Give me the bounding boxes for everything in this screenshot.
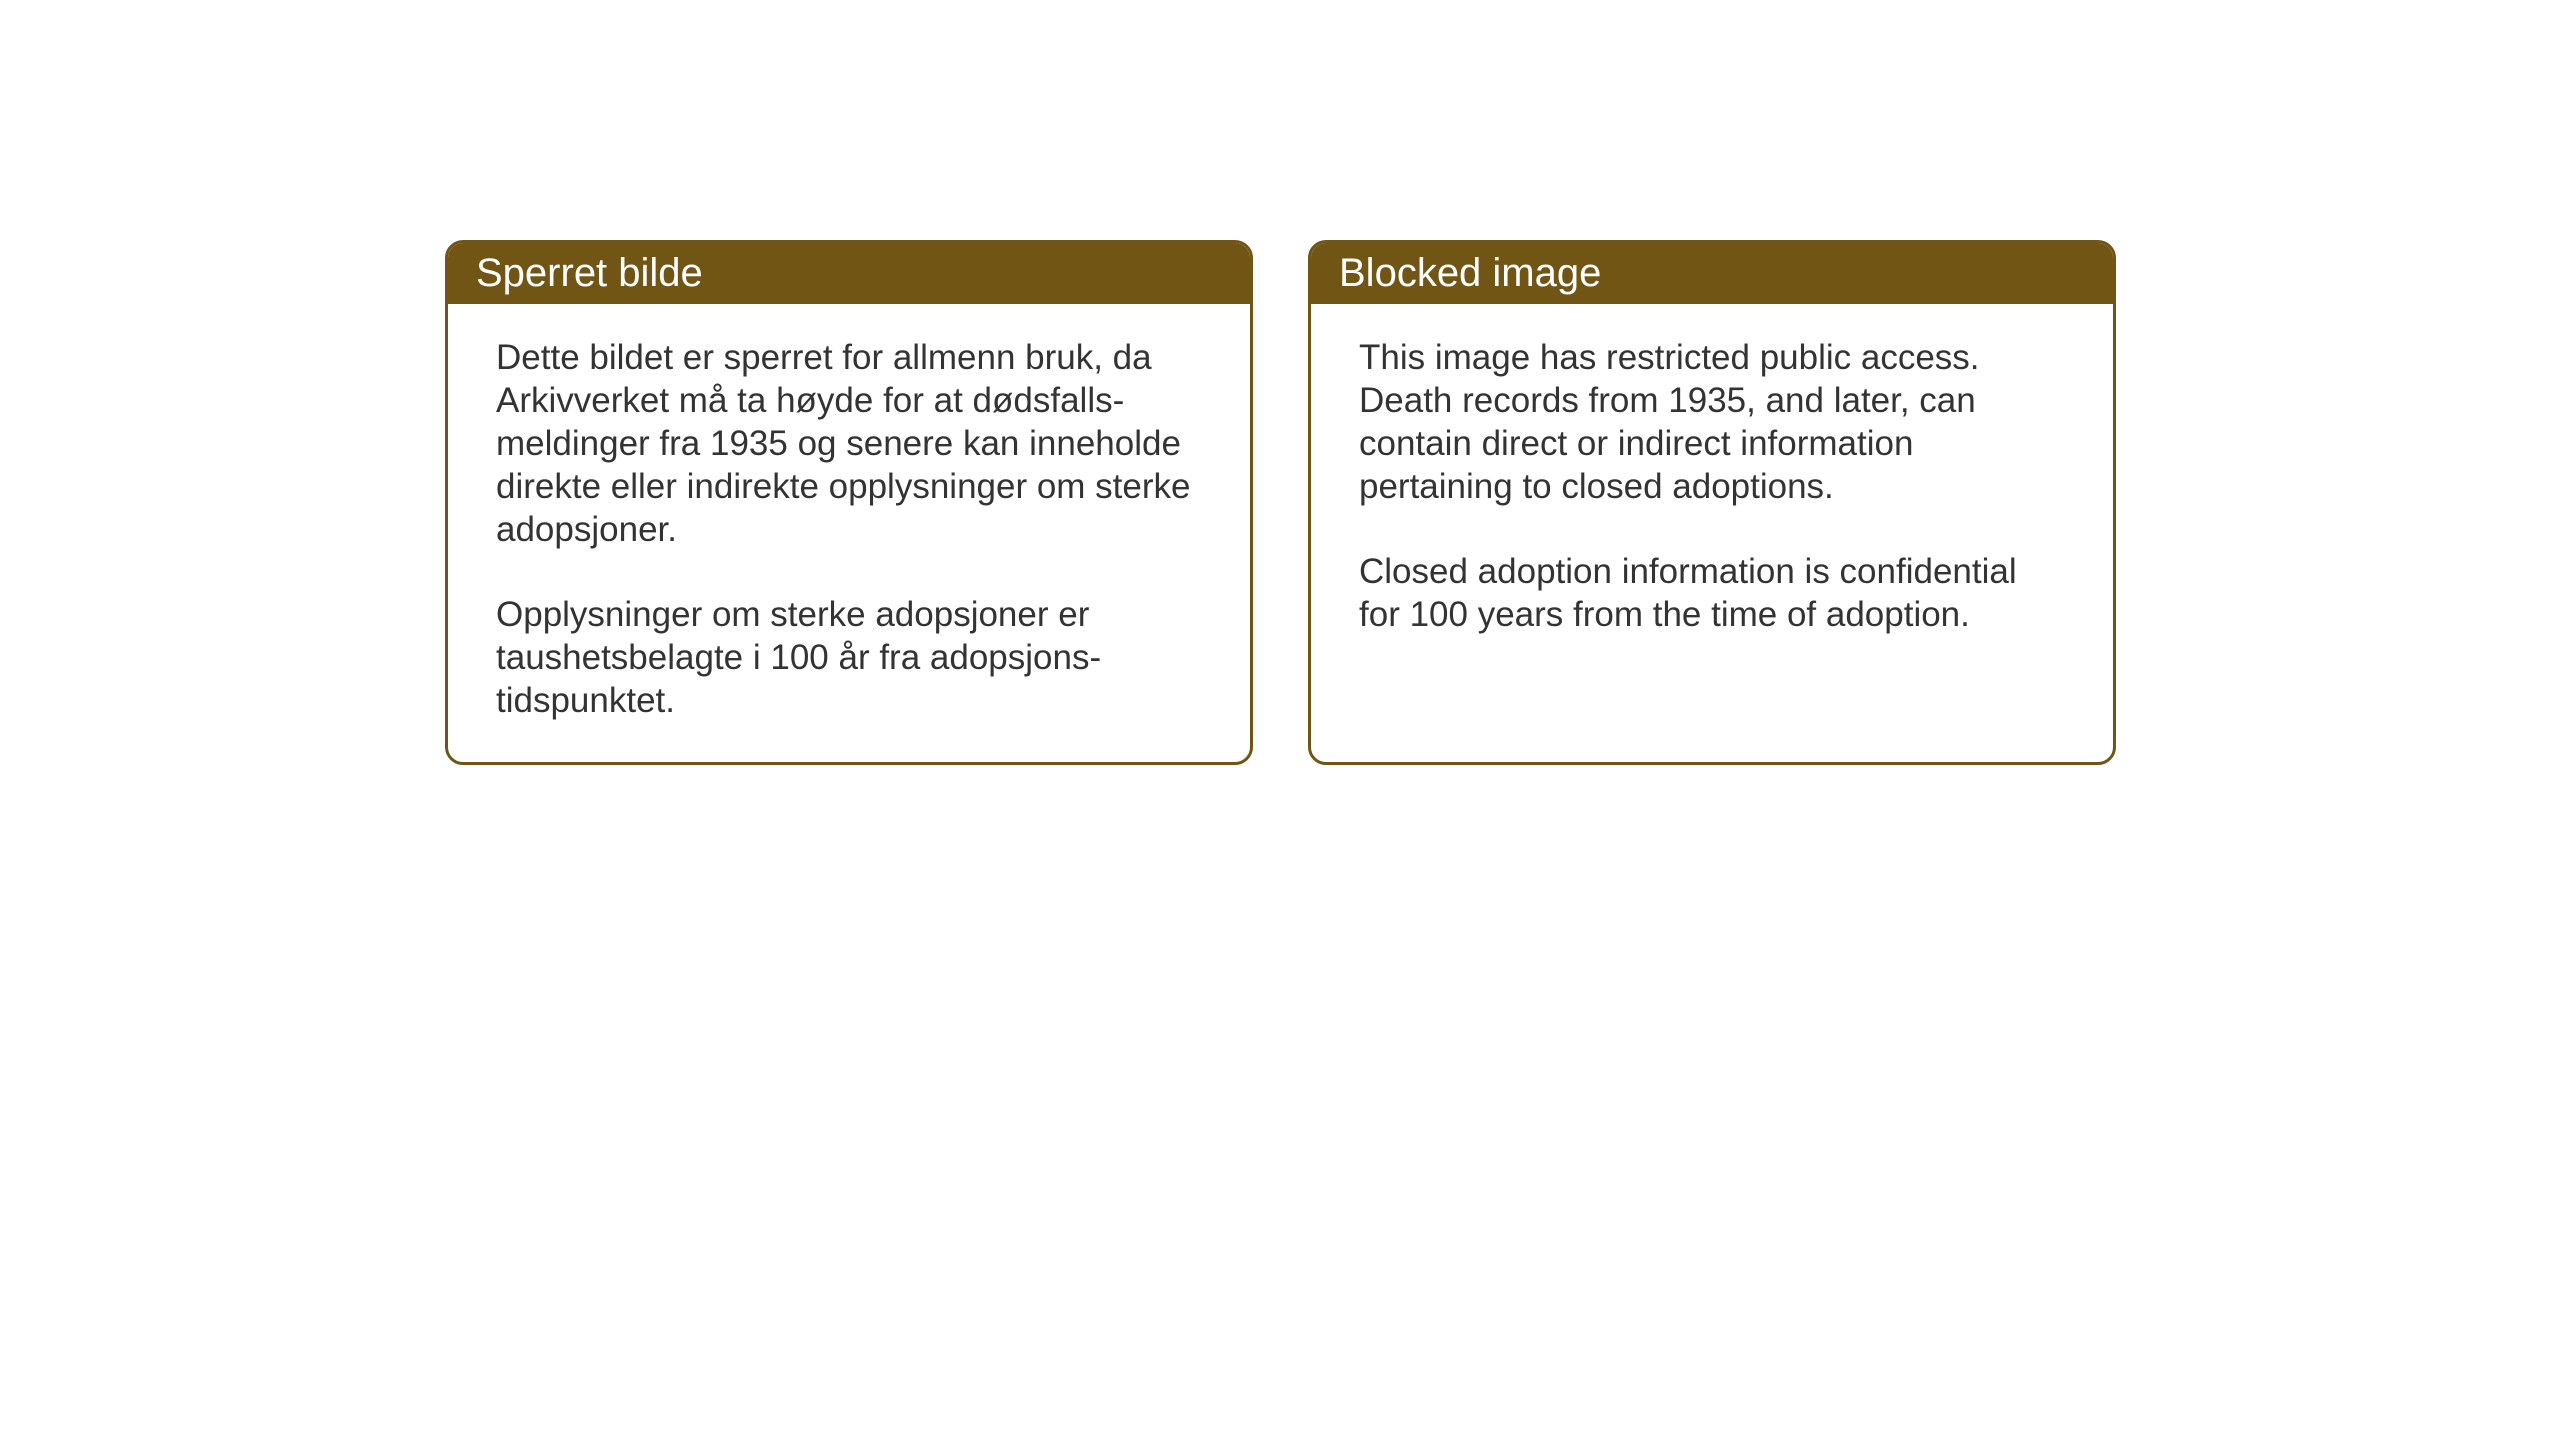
card-header-english: Blocked image	[1311, 243, 2113, 304]
notice-card-english: Blocked image This image has restricted …	[1308, 240, 2116, 765]
notice-card-norwegian: Sperret bilde Dette bildet er sperret fo…	[445, 240, 1253, 765]
paragraph-2: Opplysninger om sterke adopsjoner er tau…	[496, 593, 1202, 722]
card-body-norwegian: Dette bildet er sperret for allmenn bruk…	[448, 304, 1250, 762]
card-body-english: This image has restricted public access.…	[1311, 304, 2113, 676]
notice-container: Sperret bilde Dette bildet er sperret fo…	[445, 240, 2116, 765]
paragraph-2: Closed adoption information is confident…	[1359, 550, 2065, 636]
paragraph-1: Dette bildet er sperret for allmenn bruk…	[496, 336, 1202, 551]
card-header-norwegian: Sperret bilde	[448, 243, 1250, 304]
paragraph-1: This image has restricted public access.…	[1359, 336, 2065, 508]
